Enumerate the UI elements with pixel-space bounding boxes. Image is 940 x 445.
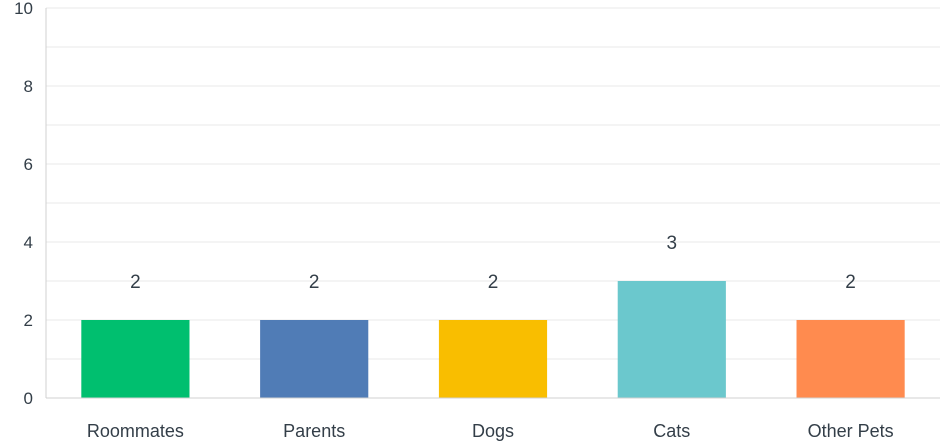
y-tick-labels: 0 2 4 6 8 10 — [14, 0, 33, 408]
data-label: 3 — [667, 233, 678, 254]
y-tick-label: 8 — [24, 77, 33, 96]
bar-cats[interactable] — [617, 281, 726, 398]
bar-roommates[interactable] — [81, 320, 190, 398]
y-tick-label: 4 — [24, 233, 33, 252]
category-label: Other Pets — [808, 421, 894, 441]
axes — [45, 8, 940, 399]
category-label: Roommates — [87, 421, 184, 441]
category-labels: Roommates Parents Dogs Cats Other Pets — [87, 421, 894, 441]
y-tick-label: 2 — [24, 311, 33, 330]
y-tick-label: 0 — [24, 389, 33, 408]
category-label: Parents — [283, 421, 345, 441]
data-label: 2 — [309, 272, 320, 293]
y-tick-label: 6 — [24, 155, 33, 174]
bars — [81, 281, 905, 398]
bar-other-pets[interactable] — [796, 320, 905, 398]
category-label: Cats — [653, 421, 690, 441]
bar-parents[interactable] — [260, 320, 369, 398]
gridlines — [46, 7, 940, 360]
bar-dogs[interactable] — [438, 320, 548, 398]
category-label: Dogs — [472, 421, 514, 441]
y-tick-label: 10 — [14, 0, 33, 18]
data-label: 2 — [488, 272, 499, 293]
data-labels: 2 2 2 3 2 — [130, 233, 856, 293]
data-label: 2 — [130, 272, 141, 293]
data-label: 2 — [845, 272, 856, 293]
